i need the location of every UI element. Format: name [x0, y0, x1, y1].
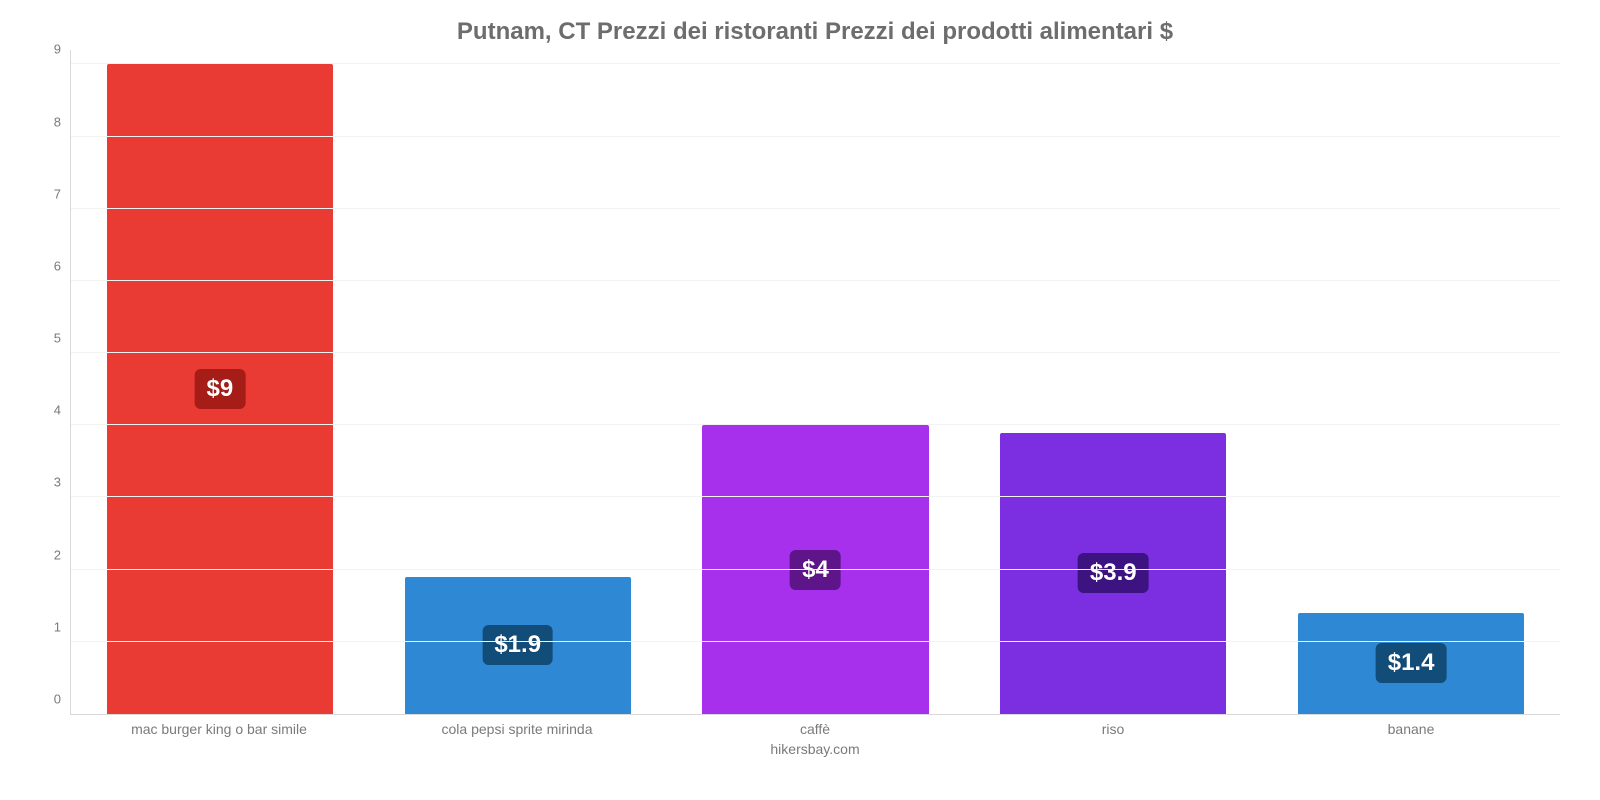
gridline	[71, 352, 1560, 353]
bar: $1.9	[405, 577, 631, 714]
gridline	[71, 208, 1560, 209]
chart-container: Putnam, CT Prezzi dei ristoranti Prezzi …	[0, 0, 1600, 800]
value-badge: $3.9	[1078, 553, 1149, 593]
gridline	[71, 63, 1560, 64]
value-badge: $1.9	[482, 625, 553, 665]
ytick-label: 1	[54, 619, 71, 634]
bar: $3.9	[1000, 433, 1226, 714]
gridline	[71, 641, 1560, 642]
ytick-label: 8	[54, 114, 71, 129]
value-badge: $9	[195, 369, 246, 409]
x-axis-label: banane	[1262, 715, 1560, 737]
bar: $9	[107, 64, 333, 714]
x-axis-label: cola pepsi sprite mirinda	[368, 715, 666, 737]
value-badge: $4	[790, 550, 841, 590]
ytick-label: 7	[54, 186, 71, 201]
bar-slot: $9	[71, 50, 369, 714]
chart-title: Putnam, CT Prezzi dei ristoranti Prezzi …	[70, 10, 1560, 50]
bars-layer: $9 $1.9 $4 $3.9 $1.4	[71, 50, 1560, 714]
gridline	[71, 424, 1560, 425]
bar-slot: $1.9	[369, 50, 667, 714]
ytick-label: 2	[54, 547, 71, 562]
x-axis-labels: mac burger king o bar similecola pepsi s…	[70, 715, 1560, 737]
bar-slot: $1.4	[1262, 50, 1560, 714]
chart-credit: hikersbay.com	[70, 737, 1560, 757]
ytick-label: 5	[54, 331, 71, 346]
bar-slot: $4	[667, 50, 965, 714]
value-badge: $1.4	[1376, 643, 1447, 683]
gridline	[71, 136, 1560, 137]
gridline	[71, 496, 1560, 497]
ytick-label: 0	[54, 692, 71, 707]
bar-slot: $3.9	[964, 50, 1262, 714]
x-axis-label: riso	[964, 715, 1262, 737]
bar: $1.4	[1298, 613, 1524, 714]
ytick-label: 6	[54, 258, 71, 273]
ytick-label: 4	[54, 403, 71, 418]
ytick-label: 3	[54, 475, 71, 490]
x-axis-label: mac burger king o bar simile	[70, 715, 368, 737]
bar: $4	[702, 425, 928, 714]
gridline	[71, 569, 1560, 570]
x-axis-label: caffè	[666, 715, 964, 737]
plot-area: $9$1.9$4$3.9$1.4 0123456789	[70, 50, 1560, 715]
ytick-label: 9	[54, 42, 71, 57]
gridline	[71, 280, 1560, 281]
